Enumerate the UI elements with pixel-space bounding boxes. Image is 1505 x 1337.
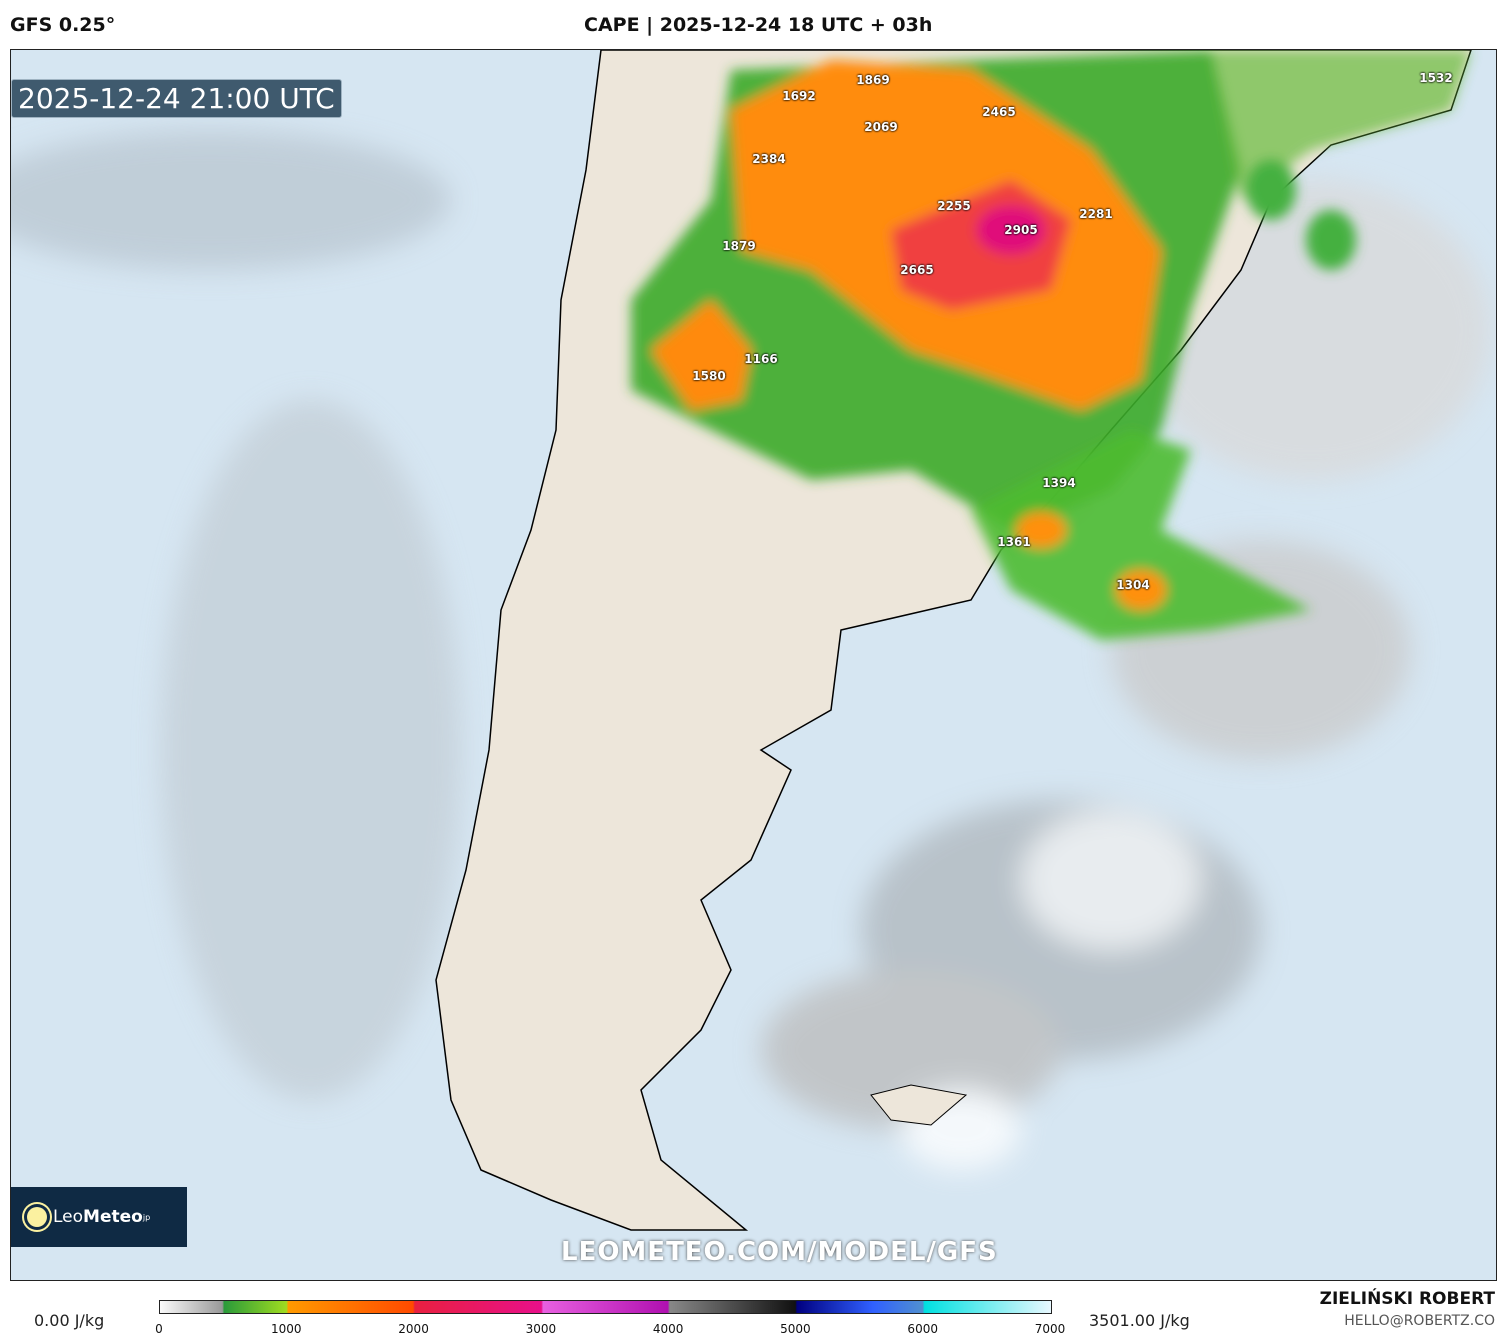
falkland-islands — [870, 1084, 968, 1126]
cape-value-label: 1692 — [782, 89, 816, 103]
cape-field — [631, 50, 1471, 640]
model-name: GFS 0.25° — [10, 14, 116, 36]
cape-value-label: 2465 — [982, 105, 1016, 119]
chart-title: CAPE | 2025-12-24 18 UTC + 03h — [584, 14, 933, 36]
cape-value-label: 2665 — [900, 263, 934, 277]
cape-value-label: 2281 — [1079, 207, 1113, 221]
cape-value-label: 1304 — [1116, 578, 1150, 592]
colorbar-tick: 5000 — [780, 1322, 811, 1336]
colorbar-tick: 1000 — [271, 1322, 302, 1336]
cape-value-label: 1580 — [692, 369, 726, 383]
cape-value-label: 2384 — [752, 152, 786, 166]
leometeo-logo[interactable]: Leo Meteo jp — [11, 1187, 187, 1247]
map-canvas — [11, 50, 1491, 1231]
author: ZIELIŃSKI ROBERT — [1319, 1289, 1495, 1309]
colorbar — [159, 1300, 1052, 1314]
valid-time-label: 2025-12-24 21:00 UTC — [11, 79, 342, 118]
colorbar-tick: 0 — [155, 1322, 163, 1336]
cape-value-label: 1361 — [997, 535, 1031, 549]
cape-value-label: 1394 — [1042, 476, 1076, 490]
watermark-url: LEOMETEO.COM/MODEL/GFS — [561, 1237, 998, 1267]
cape-value-label: 1869 — [856, 73, 890, 87]
cape-value-label: 1166 — [744, 352, 778, 366]
cape-value-label: 2069 — [864, 120, 898, 134]
sun-icon — [27, 1207, 47, 1227]
colorbar-min-label: 0.00 J/kg — [34, 1311, 105, 1330]
author-email[interactable]: HELLO@ROBERTZ.CO — [1344, 1313, 1495, 1329]
colorbar-tick: 6000 — [907, 1322, 938, 1336]
colorbar-tick: 7000 — [1034, 1322, 1066, 1336]
colorbar-tick: 3000 — [525, 1322, 557, 1336]
cape-value-label: 2255 — [937, 199, 971, 213]
cape-value-label: 1879 — [722, 239, 756, 253]
colorbar-max-label: 3501.00 J/kg — [1089, 1311, 1190, 1330]
colorbar-tick: 2000 — [398, 1322, 429, 1336]
cape-map: 2025-12-24 21:00 UTC 1532 1869 1692 2465 206… — [10, 49, 1497, 1281]
cape-value-label: 1532 — [1419, 71, 1453, 85]
colorbar-tick: 4000 — [652, 1322, 684, 1336]
cape-value-label: 2905 — [1004, 223, 1038, 237]
